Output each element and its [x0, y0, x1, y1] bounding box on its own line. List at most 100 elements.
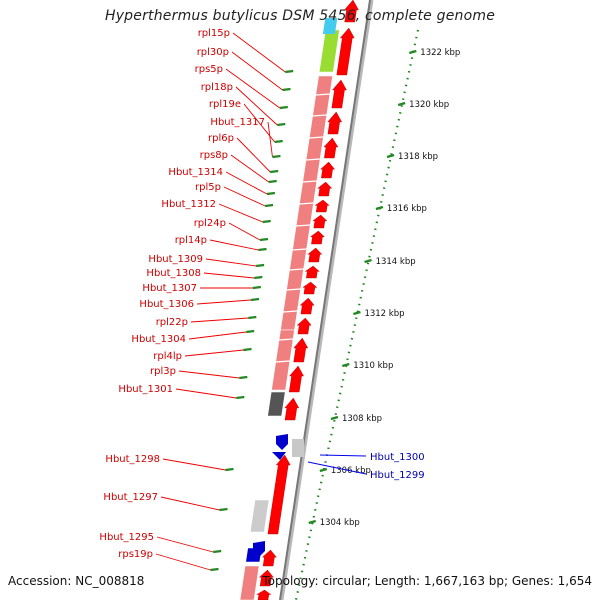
gene-features: [253, 0, 359, 601]
feature-marker: [264, 203, 274, 208]
band-separator: [292, 248, 307, 251]
rna-bands: [239, 29, 340, 601]
gene-label: Hbut_1295: [99, 532, 154, 543]
gene-label: Hbut_1299: [370, 470, 425, 481]
label-leader-line: [230, 154, 269, 183]
feature-marker: [285, 69, 294, 74]
axis-tick-mark: [397, 101, 406, 107]
cds-arrow: [261, 549, 277, 567]
band-separator: [309, 136, 324, 139]
label-leader-line: [190, 317, 249, 323]
feature-marker: [277, 122, 286, 127]
label-leader-line: [231, 51, 283, 91]
axis-tick-mark: [386, 153, 395, 159]
minus-strand-arrow: [276, 434, 288, 450]
feature-marker: [254, 275, 263, 280]
band-separator: [278, 338, 294, 341]
axis-tick-label: 1314 kbp: [376, 257, 416, 267]
axis-tick-label: 1318 kbp: [398, 152, 438, 162]
feature-marker: [248, 315, 257, 320]
label-leader-line: [155, 553, 211, 571]
axis-tick-mark: [319, 467, 328, 473]
gene-label: Hbut_1317: [210, 117, 265, 128]
gene-label: Hbut_1312: [161, 199, 216, 210]
feature-marker: [213, 549, 222, 554]
band-separator: [283, 310, 298, 313]
gene-label: rpl5p: [195, 182, 221, 193]
label-leader-line: [178, 370, 240, 379]
feature-marker: [262, 219, 271, 224]
cds-arrow: [317, 181, 333, 197]
feature-marker: [236, 395, 245, 400]
axis-tick-mark: [364, 258, 372, 264]
axis-tick-mark: [353, 310, 361, 316]
gene-label: Hbut_1308: [146, 268, 201, 279]
cds-arrow: [288, 365, 304, 393]
cds-arrow: [331, 79, 347, 109]
gene-label: Hbut_1314: [168, 167, 223, 178]
cds-arrow: [309, 230, 325, 245]
band-separator: [289, 268, 304, 271]
gene-label: rpl4lp: [153, 351, 182, 362]
band-separator: [312, 114, 327, 117]
cds-arrow: [299, 297, 315, 315]
map-title: Hyperthermus butylicus DSM 5456, complet…: [104, 8, 496, 24]
gene-label: rpl19e: [209, 99, 241, 110]
cds-arrow: [314, 199, 330, 213]
feature-marker: [282, 87, 291, 92]
axis-tick-mark: [341, 362, 350, 368]
rna-band: [271, 329, 295, 391]
label-leader-line: [162, 458, 226, 471]
cds-arrow: [296, 317, 312, 335]
axis-tick-label: 1322 kbp: [420, 48, 460, 58]
label-leader-line: [184, 349, 244, 357]
axis-tick-mark: [375, 205, 384, 211]
band-separator: [299, 202, 314, 205]
gray-feature-band: [249, 499, 270, 533]
gene-label: Hbut_1297: [103, 492, 158, 503]
axis-tick-label: 1320 kbp: [409, 100, 449, 110]
axis-tick-label: 1316 kbp: [387, 204, 427, 214]
axis-tick-label: 1308 kbp: [342, 414, 382, 424]
label-leader-line: [223, 186, 266, 207]
cds-arrow: [344, 0, 359, 23]
cds-arrow: [293, 337, 309, 363]
gene-label: Hbut_1309: [148, 254, 203, 265]
dark-feature-band: [267, 391, 286, 417]
cds-arrow: [336, 27, 355, 76]
gene-label: rpl3p: [150, 366, 176, 377]
cds-arrow: [327, 111, 343, 135]
label-leaders: [155, 32, 367, 572]
label-leader-line: [175, 388, 237, 399]
cds-arrow: [304, 265, 320, 279]
cds-arrow: [320, 161, 336, 179]
label-leader-line: [225, 171, 268, 195]
feature-marker: [258, 247, 267, 252]
cds-arrow: [284, 397, 300, 421]
accession-text: Accession: NC_008818: [8, 574, 145, 588]
axis-tick-mark: [330, 415, 339, 421]
gene-label: Hbut_1304: [131, 334, 186, 345]
feature-marker: [210, 567, 219, 572]
cds-arrow: [267, 454, 291, 535]
axis-tick-mark: [308, 519, 317, 525]
label-leader-line: [307, 461, 367, 475]
gray-feature: [292, 439, 304, 457]
gene-label: rps5p: [195, 64, 223, 75]
label-leader-line: [156, 536, 214, 553]
feature-marker: [239, 375, 248, 380]
axis-tick-label: 1304 kbp: [320, 518, 360, 528]
feature-marker: [243, 347, 252, 352]
label-leader-line: [203, 272, 255, 279]
label-leader-line: [267, 121, 273, 158]
gene-label: rpl15p: [198, 28, 230, 39]
highlight-cyan-feature: [322, 18, 338, 34]
feature-marker: [225, 467, 234, 472]
gene-label: rpl30p: [197, 47, 229, 58]
feature-marker: [252, 285, 261, 290]
label-leader-line: [228, 222, 261, 241]
label-leader-line: [205, 258, 257, 267]
band-separator: [275, 360, 290, 363]
